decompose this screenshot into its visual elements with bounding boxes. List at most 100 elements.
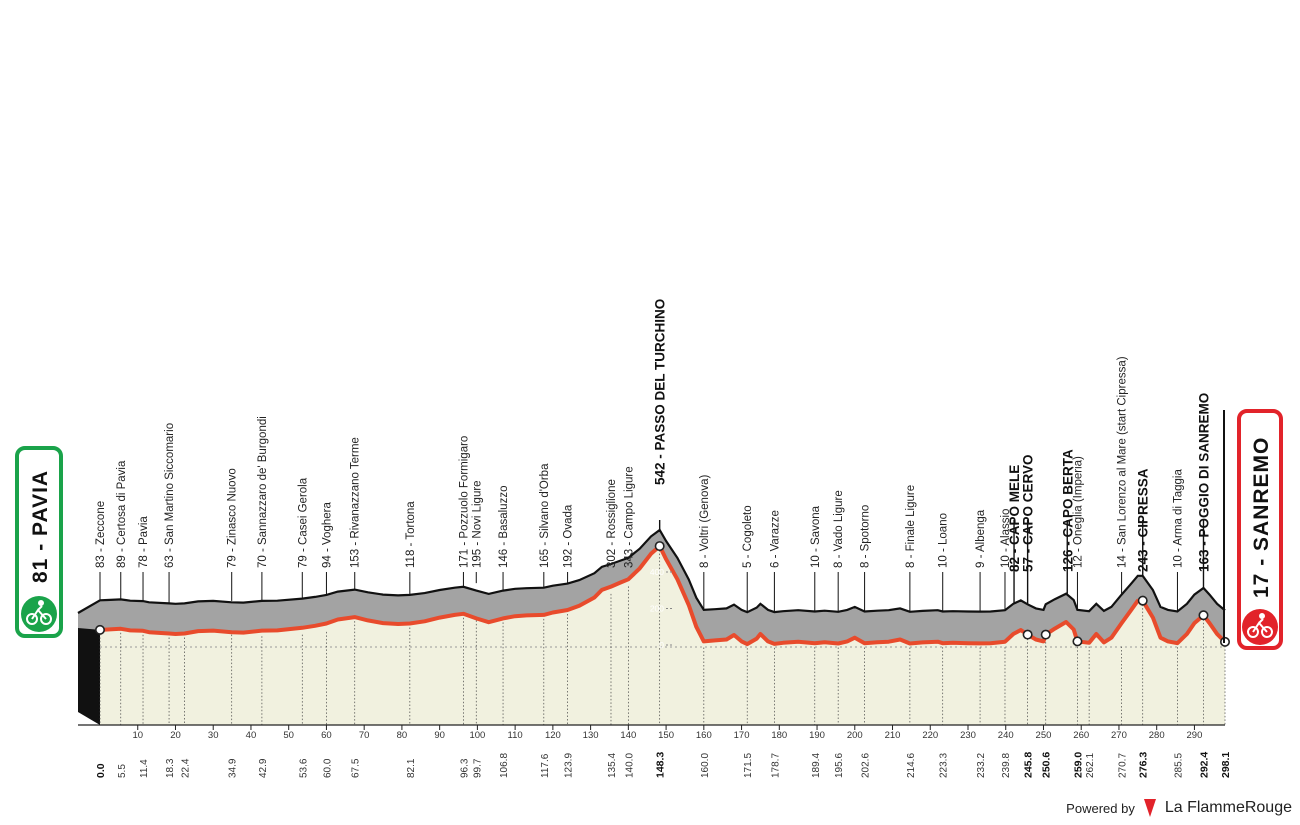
start-label: 81 - PAVIA	[29, 470, 52, 583]
waypoint-label: 79 - Zinasco Nuovo	[227, 468, 239, 568]
waypoint-distance: 223.3	[939, 753, 950, 778]
waypoint-label: 12 - Oneglia (Imperia)	[1072, 456, 1084, 568]
x-tick-label: 180	[771, 730, 787, 741]
waypoint-label: 10 - Loano	[938, 513, 950, 568]
waypoint-distance: 189.4	[811, 753, 822, 778]
key-point-marker	[1040, 629, 1051, 640]
x-tick-label: 230	[960, 730, 976, 741]
x-tick-label: 240	[998, 730, 1014, 741]
waypoint-distance: 140.0	[624, 753, 635, 778]
x-tick-label: 150	[658, 730, 674, 741]
x-tick-label: 80	[397, 730, 408, 741]
profile-fill	[77, 528, 1226, 645]
climb-label: 126 - CAPO BERTA	[1060, 449, 1075, 572]
waypoint-label: 9 - Albenga	[975, 509, 987, 568]
waypoint-label: 195 - Novi Ligure	[471, 480, 483, 568]
start-badge: 81 - PAVIA	[15, 446, 63, 638]
waypoint-distance: 135.4	[607, 753, 618, 778]
waypoint-distance: 148.3	[655, 752, 667, 778]
waypoint-label: 70 - Sannazzaro de' Burgondi	[257, 416, 269, 568]
waypoint-labels: 83 - Zeccone 89 - Certosa di Pavia 78 - Pa…	[95, 299, 1211, 572]
x-tick-label: 210	[885, 730, 901, 741]
x-tick-label: 250	[1036, 730, 1052, 741]
x-tick-label: 70	[359, 730, 370, 741]
waypoint-distance: 106.8	[499, 753, 510, 778]
x-tick-label: 110	[508, 730, 523, 741]
x-tick-label: 50	[283, 730, 294, 741]
waypoint-label: 6 - Varazze	[769, 510, 781, 568]
distance-axis: 10 20 30 40 50 60 70 80 90 100 110 120 130 140 150 160 1…	[78, 724, 1232, 778]
waypoint-label: 10 - Savona	[810, 505, 822, 568]
x-tick-label: 30	[208, 730, 219, 741]
waypoint-label: 14 - San Lorenzo al Mare (start Cipressa…	[1117, 356, 1129, 568]
lower-area	[100, 546, 1225, 725]
x-tick-label: 160	[696, 730, 712, 741]
waypoint-distance: 233.2	[976, 753, 987, 778]
x-tick-label: 40	[246, 730, 257, 741]
waypoint-distance: 42.9	[258, 758, 269, 778]
elevation-axis: 400 200 0	[650, 567, 674, 650]
key-point-marker	[654, 541, 665, 552]
powered-by-text: Powered by	[1066, 800, 1135, 816]
key-point-marker	[1072, 636, 1083, 647]
x-tick-label: 170	[734, 730, 750, 741]
waypoint-label: 78 - Pavia	[138, 516, 150, 568]
finish-badge: 17 - SANREMO	[1237, 409, 1283, 650]
key-point-marker	[1137, 595, 1148, 606]
waypoint-distance: 82.1	[406, 758, 417, 778]
waypoint-label: 192 - Ovada	[563, 504, 575, 568]
waypoint-label: 8 - Spotorno	[860, 505, 872, 568]
waypoint-distance: 178.7	[770, 753, 781, 778]
waypoint-distance: 160.0	[700, 753, 711, 778]
waypoint-distance: 117.6	[540, 753, 551, 778]
bike-icon	[1247, 613, 1273, 638]
waypoint-label: 79 - Casei Gerola	[297, 477, 309, 568]
waypoint-label: 8 - Vado Ligure	[833, 490, 845, 568]
waypoint-label: 10 - Alassio	[1000, 509, 1012, 568]
key-point-marker	[95, 624, 106, 635]
key-point-marker	[1022, 629, 1033, 640]
waypoint-label: 165 - Silvano d'Orba	[539, 463, 551, 568]
waypoint-label: 8 - Finale Ligure	[905, 485, 917, 568]
profile-outline	[77, 528, 1226, 614]
x-tick-label: 200	[847, 730, 863, 741]
waypoint-label: 94 - Voghera	[321, 502, 333, 568]
waypoint-distance: 53.6	[298, 758, 309, 778]
waypoint-distance: 60.0	[322, 758, 333, 778]
finish-label: 17 - SANREMO	[1250, 437, 1273, 598]
powered-by: Powered by La FlammeRouge	[1066, 799, 1292, 817]
key-point-markers	[95, 541, 1231, 647]
climb-label: 243 - CIPRESSA	[1136, 468, 1151, 572]
waypoint-distance: 5.5	[117, 764, 128, 778]
waypoint-distance: 202.6	[861, 753, 872, 778]
key-point-marker	[1198, 610, 1209, 621]
brand-name: La FlammeRouge	[1164, 799, 1292, 816]
x-tick-label: 190	[809, 730, 825, 741]
waypoint-distance: 259.0	[1072, 752, 1084, 778]
x-tick-label: 270	[1111, 730, 1127, 741]
waypoint-distance: 0.0	[95, 763, 107, 778]
waypoint-label: 5 - Cogoleto	[742, 505, 754, 568]
x-tick-label: 260	[1073, 730, 1089, 741]
waypoint-label: 63 - San Martino Siccomario	[164, 423, 176, 568]
waypoint-distance: 239.8	[1001, 753, 1012, 778]
waypoint-distance: 171.5	[743, 753, 754, 778]
bike-icon	[26, 600, 52, 625]
x-tick-label: 10	[132, 730, 143, 741]
x-tick-label: 280	[1149, 730, 1165, 741]
waypoint-distance: 250.6	[1041, 752, 1053, 778]
x-tick-label: 130	[583, 730, 599, 741]
climb-label: 163 - POGGIO DI SANREMO	[1196, 393, 1211, 572]
waypoint-distance: 22.4	[181, 758, 192, 778]
waypoint-distance: 298.1	[1220, 752, 1232, 778]
waypoint-distance: 99.7	[472, 758, 483, 778]
waypoint-distance: 96.3	[459, 758, 470, 778]
elevation-tick-label: 400	[650, 567, 664, 577]
waypoint-distance: 195.6	[834, 753, 845, 778]
x-tick-label: 140	[620, 730, 636, 741]
elevation-tick-label: 0	[659, 640, 664, 650]
waypoint-distance: 285.5	[1173, 753, 1184, 778]
waypoint-label: 343 - Campo Ligure	[623, 466, 635, 568]
guide-lines	[99, 520, 1226, 725]
